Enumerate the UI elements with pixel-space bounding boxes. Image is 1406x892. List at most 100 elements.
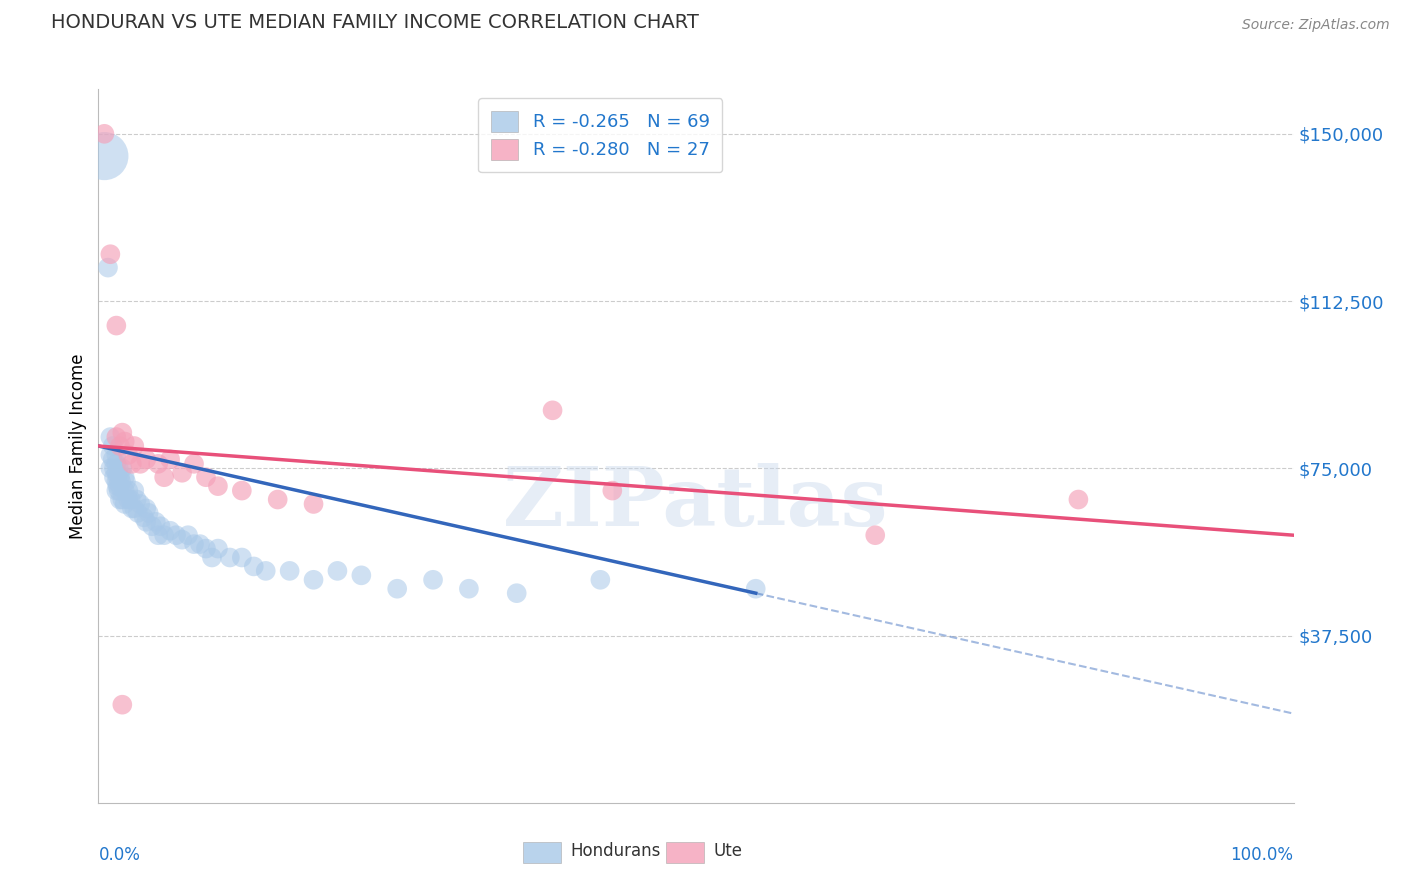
Point — [159, 452, 181, 467]
Point — [302, 573, 325, 587]
Point — [108, 439, 131, 453]
Text: Hondurans: Hondurans — [571, 842, 661, 860]
Point — [159, 524, 181, 538]
Point — [278, 564, 301, 578]
Point — [350, 568, 373, 582]
Point — [107, 479, 129, 493]
Point — [129, 497, 152, 511]
Point — [138, 506, 160, 520]
Legend: R = -0.265   N = 69, R = -0.280   N = 27: R = -0.265 N = 69, R = -0.280 N = 27 — [478, 98, 723, 172]
Point — [165, 528, 187, 542]
Point — [98, 247, 122, 261]
Point — [121, 457, 143, 471]
Point — [506, 586, 529, 600]
Point — [121, 501, 143, 516]
Point — [201, 550, 224, 565]
Point — [243, 559, 266, 574]
Point — [183, 537, 205, 551]
Point — [219, 550, 242, 565]
Point — [183, 457, 205, 471]
Text: Source: ZipAtlas.com: Source: ZipAtlas.com — [1241, 18, 1389, 32]
Point — [105, 475, 128, 489]
Point — [108, 470, 131, 484]
Point — [114, 434, 136, 449]
Point — [302, 497, 325, 511]
Point — [107, 470, 129, 484]
Point — [105, 483, 128, 498]
Point — [149, 519, 172, 533]
Point — [135, 501, 157, 516]
Text: Ute: Ute — [714, 842, 742, 860]
Point — [145, 515, 167, 529]
Point — [172, 466, 194, 480]
Point — [105, 448, 128, 462]
Text: HONDURAN VS UTE MEDIAN FAMILY INCOME CORRELATION CHART: HONDURAN VS UTE MEDIAN FAMILY INCOME COR… — [51, 13, 699, 32]
Y-axis label: Median Family Income: Median Family Income — [69, 353, 87, 539]
Point — [101, 452, 124, 467]
Point — [111, 425, 134, 440]
Point — [267, 492, 290, 507]
FancyBboxPatch shape — [523, 842, 561, 863]
Point — [195, 470, 218, 484]
Point — [108, 479, 131, 493]
Point — [108, 492, 131, 507]
Point — [117, 492, 139, 507]
Point — [105, 430, 128, 444]
FancyBboxPatch shape — [666, 842, 704, 863]
Point — [231, 483, 253, 498]
Point — [148, 457, 170, 471]
Point — [103, 470, 125, 484]
Point — [93, 149, 115, 163]
Point — [207, 479, 229, 493]
Point — [195, 541, 218, 556]
Point — [231, 550, 253, 565]
Point — [188, 537, 211, 551]
Point — [153, 528, 176, 542]
Point — [589, 573, 612, 587]
Point — [105, 457, 128, 471]
Point — [172, 533, 194, 547]
Point — [541, 403, 564, 417]
Point — [101, 439, 124, 453]
Point — [745, 582, 768, 596]
Point — [385, 582, 409, 596]
Text: 100.0%: 100.0% — [1230, 846, 1294, 863]
Point — [105, 466, 128, 480]
Point — [129, 457, 152, 471]
Point — [135, 452, 157, 467]
Point — [114, 497, 136, 511]
Point — [103, 461, 125, 475]
Point — [177, 528, 200, 542]
Point — [97, 260, 120, 275]
Text: 0.0%: 0.0% — [98, 846, 141, 863]
Point — [124, 501, 146, 516]
Point — [153, 470, 176, 484]
Point — [115, 475, 138, 489]
Point — [93, 127, 115, 141]
Point — [107, 461, 129, 475]
Point — [98, 461, 122, 475]
Point — [111, 492, 134, 507]
Point — [127, 506, 149, 520]
Point — [120, 492, 142, 507]
Text: ZIPatlas: ZIPatlas — [503, 463, 889, 543]
Point — [125, 492, 148, 507]
Point — [422, 573, 444, 587]
Point — [132, 510, 155, 524]
Point — [254, 564, 277, 578]
Point — [141, 519, 163, 533]
Point — [1067, 492, 1090, 507]
Point — [111, 461, 134, 475]
Point — [458, 582, 481, 596]
Point — [124, 439, 146, 453]
Point — [124, 483, 146, 498]
Point — [114, 483, 136, 498]
Point — [105, 318, 128, 333]
Point — [117, 448, 139, 462]
Point — [98, 448, 122, 462]
Point — [111, 698, 134, 712]
Point — [98, 430, 122, 444]
Point — [135, 515, 157, 529]
Point — [207, 541, 229, 556]
Point — [602, 483, 624, 498]
